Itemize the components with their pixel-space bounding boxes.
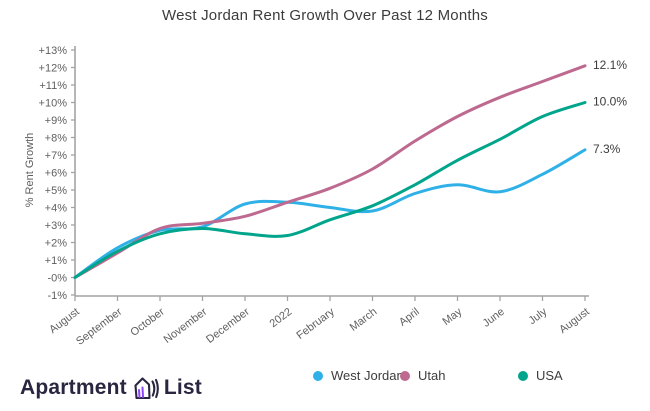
series-end-label-west-jordan: 7.3% <box>593 142 621 156</box>
y-axis-title: % Rent Growth <box>24 133 36 208</box>
legend-label-usa: USA <box>536 368 563 383</box>
legend-marker-west-jordan <box>313 370 323 381</box>
legend-item-usa[interactable]: USA <box>518 368 563 383</box>
legend-item-west-jordan[interactable]: West Jordan <box>313 368 404 383</box>
y-tick-label: +10% <box>39 98 68 110</box>
series-line-utah[interactable] <box>73 64 587 279</box>
x-tick-label: April <box>397 306 422 329</box>
legend-label-west-jordan: West Jordan <box>331 368 404 383</box>
legend-item-utah[interactable]: Utah <box>400 368 445 383</box>
legend-label-utah: Utah <box>418 368 446 383</box>
x-tick-label: 2022 <box>268 306 295 330</box>
series-end-label-usa: 10.0% <box>593 95 627 109</box>
x-tick-label: August <box>47 306 82 336</box>
y-tick-label: +8% <box>45 133 68 145</box>
y-tick-label: +3% <box>45 220 68 232</box>
x-tick-label: October <box>128 306 167 339</box>
chart-title: West Jordan Rent Growth Over Past 12 Mon… <box>162 7 488 24</box>
brand-word-list: List <box>163 376 202 399</box>
apartment-list-logo[interactable]: Apartment List <box>20 374 202 402</box>
y-tick-label: +7% <box>45 150 68 162</box>
x-tick-label: July <box>526 306 549 328</box>
series-line-usa[interactable] <box>73 101 587 279</box>
chart-svg: +13% +12% +11% +10% +9% +8% +7% +6% +5% +4% +3% +2%… <box>24 45 627 348</box>
apartment-list-logo-icon <box>134 377 159 400</box>
x-tick-label: February <box>294 306 337 342</box>
y-tick-label: +9% <box>45 115 68 127</box>
series-end-label-utah: 12.1% <box>593 58 627 72</box>
x-tick-label: May <box>440 306 464 328</box>
y-tick-label: +12% <box>39 63 68 75</box>
series-line-west-jordan[interactable] <box>73 148 587 279</box>
legend-marker-usa <box>518 370 528 381</box>
x-tick-label: June <box>481 306 507 330</box>
x-tick-label: September <box>74 306 124 348</box>
y-tick-label: +4% <box>45 203 68 215</box>
y-tick-label: +1% <box>45 255 68 267</box>
brand-word-apartment: Apartment <box>20 376 127 399</box>
y-tick-label: -1% <box>47 290 67 302</box>
x-tick-label: November <box>162 306 210 346</box>
y-tick-label: +13% <box>39 45 68 57</box>
y-tick-label: +5% <box>45 185 68 197</box>
y-tick-label: +6% <box>45 168 68 180</box>
y-tick-label: +2% <box>45 238 68 250</box>
x-tick-label: August <box>557 306 592 336</box>
y-tick-label: +11% <box>39 80 67 92</box>
y-tick-label: -0% <box>47 273 67 285</box>
legend-marker-utah <box>400 370 410 381</box>
x-tick-label: December <box>204 306 252 346</box>
x-tick-label: March <box>348 306 380 334</box>
